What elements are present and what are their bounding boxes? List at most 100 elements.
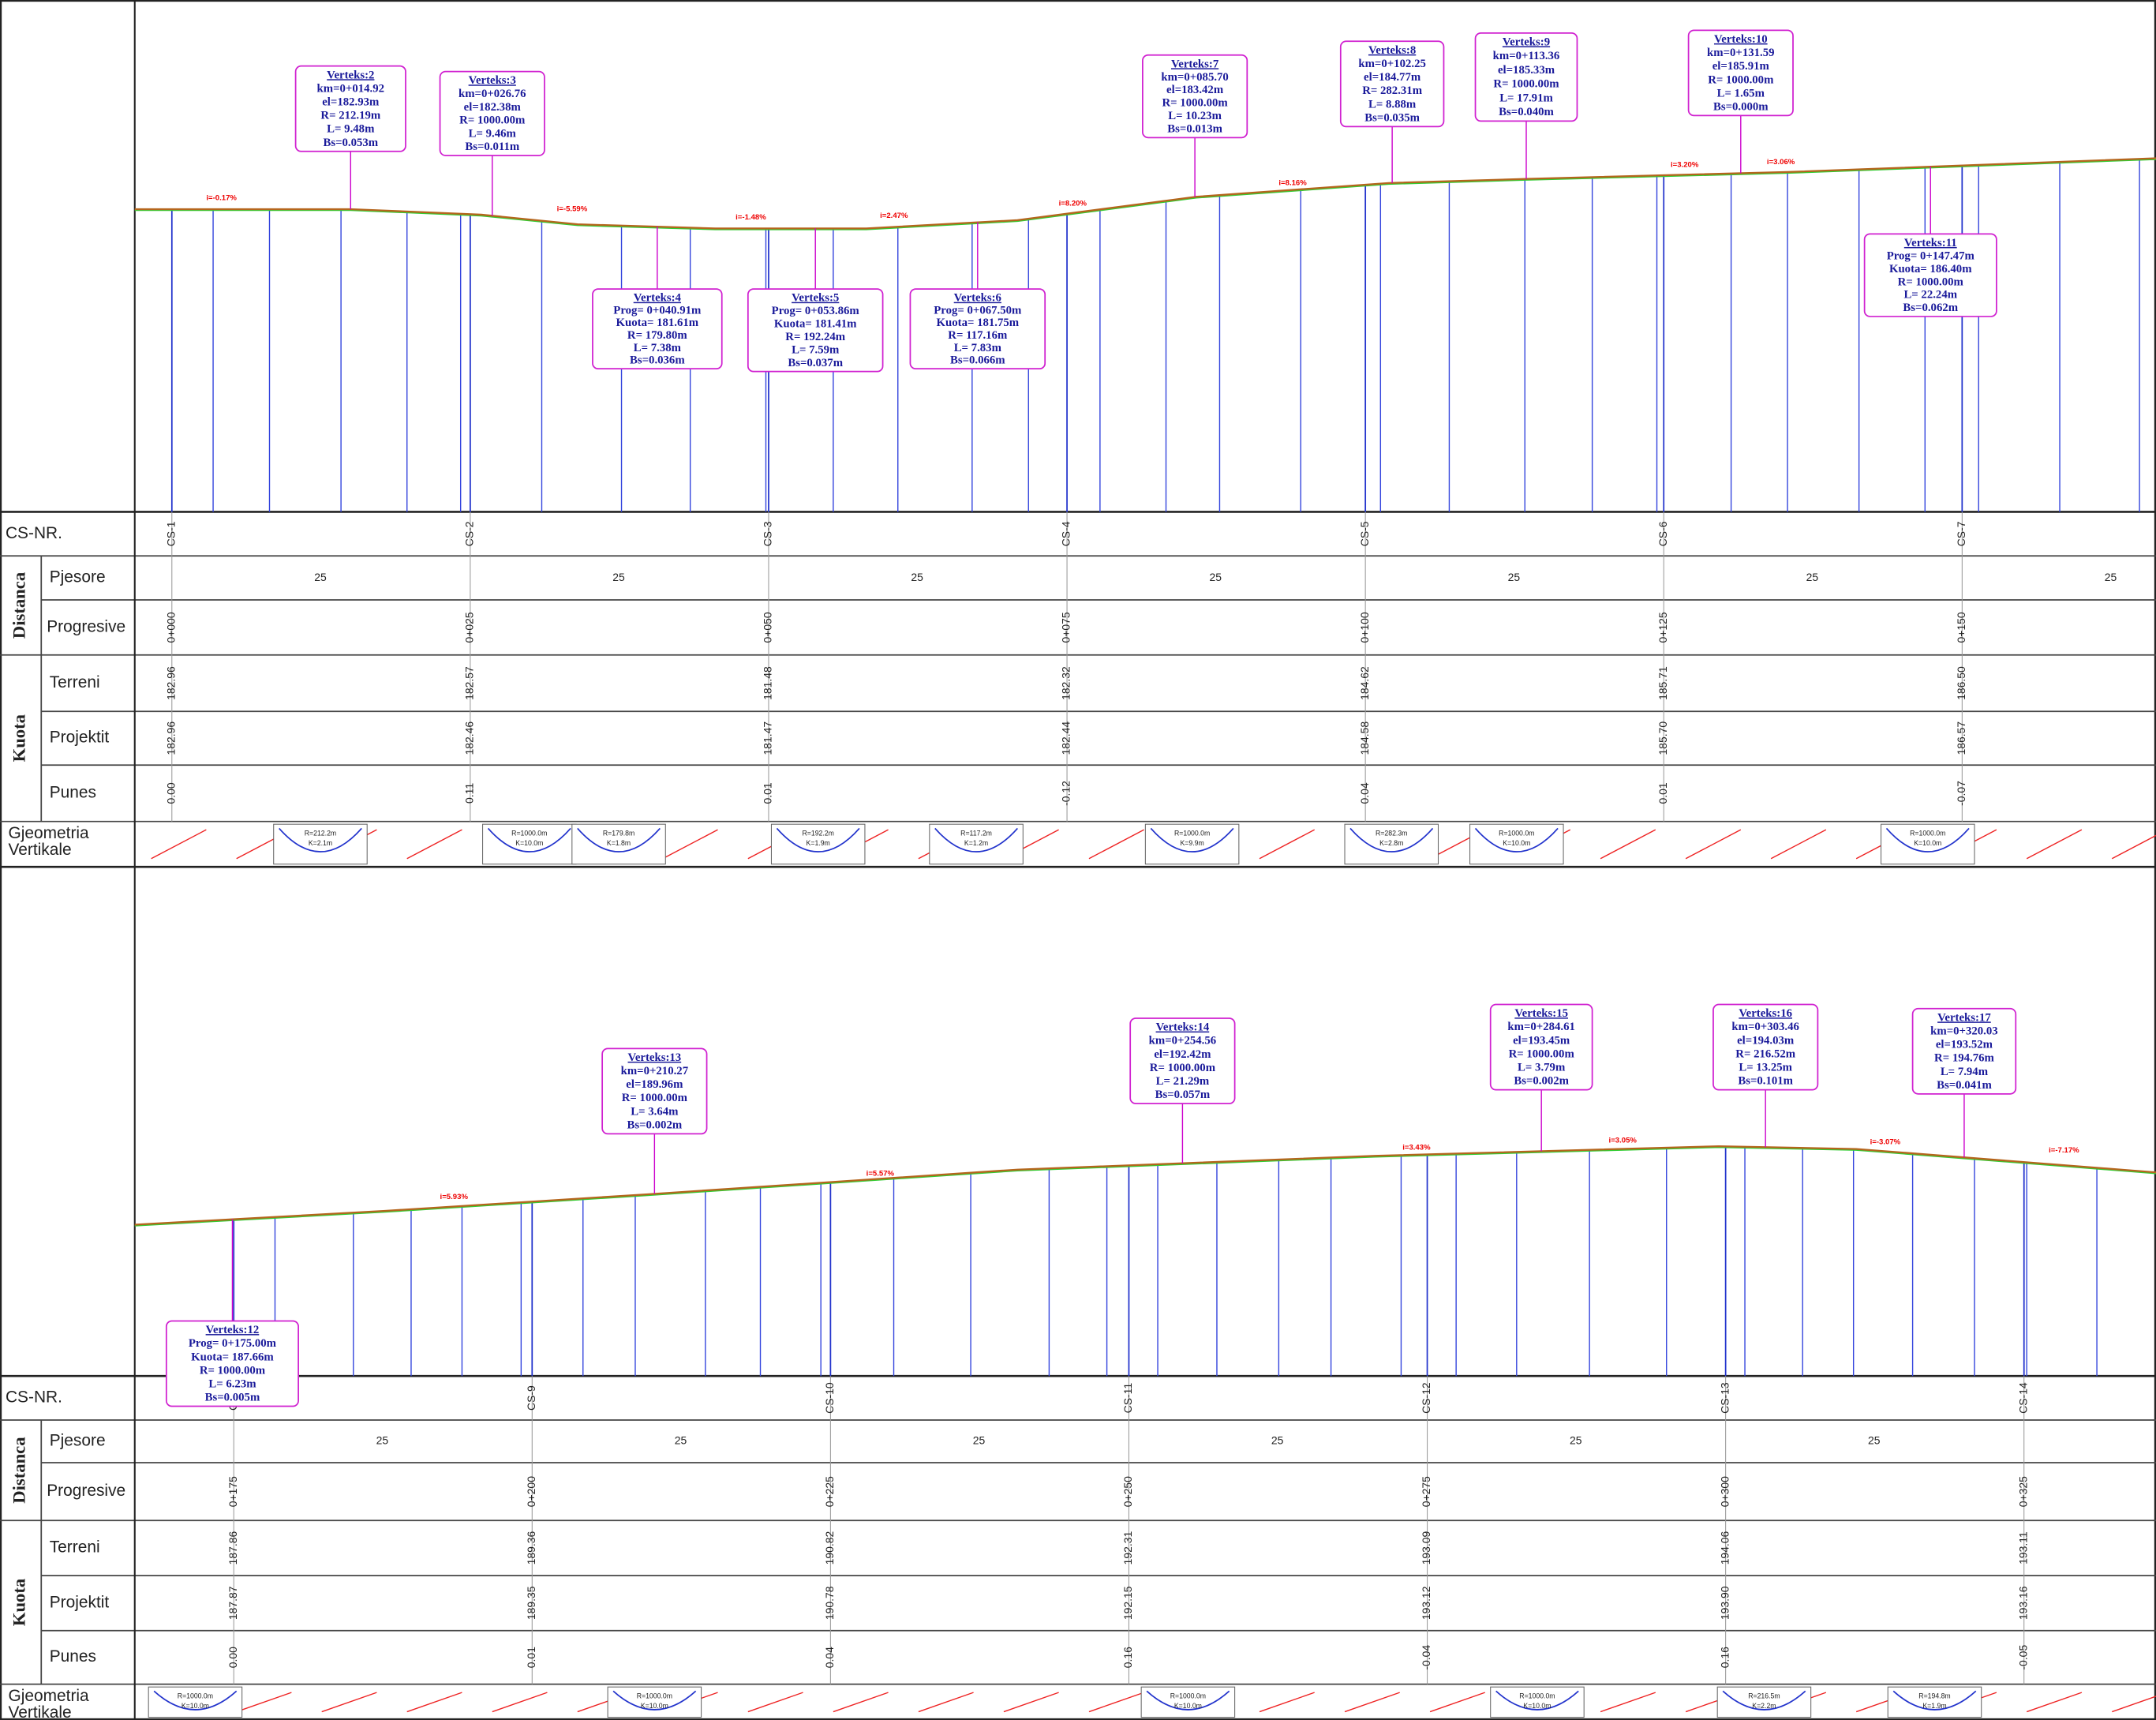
row-label: Vertikale — [8, 1703, 71, 1720]
cs-value: CS-12 — [1420, 1382, 1432, 1414]
geometry-cell — [1490, 1686, 1585, 1718]
vertex-text: R= 1000.00m — [1708, 73, 1774, 86]
progresive-value: 0+050 — [762, 612, 774, 643]
projektit-value: 185.70 — [1656, 721, 1669, 755]
vertex-text: km=0+102.25 — [1358, 58, 1425, 70]
design-line — [134, 157, 2156, 230]
vertex-box — [747, 288, 884, 373]
row-label: Kuota — [9, 1579, 28, 1626]
curve-arc — [1722, 1690, 1806, 1711]
grade-label: i=-7.17% — [2049, 1146, 2079, 1155]
vertex-text: km=0+026.76 — [459, 88, 526, 100]
curve-arc — [1495, 1690, 1579, 1711]
punes-value: -0.12 — [1060, 781, 1072, 806]
grade-line — [2112, 1696, 2156, 1713]
geometry-text: R=179.8m — [603, 830, 634, 838]
punes-value: -0.07 — [1955, 781, 1967, 806]
vertex-text: el=182.38m — [464, 101, 522, 114]
terreni-value: 189.36 — [525, 1531, 537, 1565]
geometry-cell — [1881, 823, 1975, 865]
vertex-text: Verteks:11 — [1904, 237, 1957, 249]
vertex-text: R= 1000.00m — [1493, 78, 1559, 91]
geometry-text: R=1000.0m — [1519, 1692, 1555, 1700]
vertex-text: R= 216.52m — [1735, 1047, 1795, 1060]
punes-value: -0.04 — [1420, 1645, 1432, 1670]
vertex-text: km=0+085.70 — [1161, 71, 1228, 84]
row-label: Punes — [50, 1647, 96, 1666]
grade-label: i=-0.17% — [206, 194, 237, 203]
punes-value: 0.11 — [463, 783, 476, 804]
projektit-value: 189.35 — [525, 1586, 537, 1620]
vertex-text: Bs=0.037m — [788, 357, 843, 369]
terreni-value: 193.11 — [2016, 1531, 2029, 1564]
vertex-text: Verteks:9 — [1503, 36, 1550, 48]
curve-arc — [279, 827, 362, 853]
cs-value: CS-9 — [525, 1385, 537, 1411]
row-label: CS-NR. — [6, 1388, 62, 1407]
vertex-text: km=0+284.61 — [1507, 1021, 1574, 1033]
curve-arc — [1474, 827, 1559, 853]
row-label: Progresive — [47, 617, 125, 635]
progresive-value: 0+100 — [1358, 612, 1371, 643]
vertex-box — [592, 288, 723, 370]
projektit-value: 184.58 — [1358, 721, 1371, 755]
vertex-text: Bs=0.011m — [465, 141, 520, 153]
punes-value: 0.16 — [1718, 1647, 1731, 1668]
geometry-text: K=1.9m — [1922, 1702, 1946, 1710]
vertex-text: Bs=0.041m — [1937, 1079, 1992, 1092]
pjesore-value: 25 — [612, 571, 625, 583]
grade-line — [406, 1692, 462, 1713]
vertex-text: L= 7.94m — [1941, 1066, 1989, 1078]
grade-line — [1259, 829, 1316, 860]
vertex-box — [1863, 233, 1997, 317]
vertex-text: R= 212.19m — [320, 110, 380, 122]
geometry-cell — [1140, 1686, 1236, 1718]
row-label: Projektit — [50, 1593, 110, 1611]
curve-arc — [1150, 827, 1234, 853]
geometry-cell — [929, 823, 1024, 865]
geometry-text: R=216.5m — [1748, 1692, 1780, 1700]
punes-value: 0.04 — [1358, 782, 1371, 804]
grade-line — [1685, 829, 1742, 860]
curve-arc — [487, 827, 571, 853]
grade-line — [1600, 829, 1656, 860]
terreni-value: 182.32 — [1060, 666, 1072, 700]
terreni-value: 194.06 — [1718, 1531, 1731, 1565]
vertex-box — [1712, 1003, 1819, 1091]
vertex-text: L= 1.65m — [1717, 87, 1765, 99]
geometry-cell — [770, 823, 866, 865]
vertex-text: el=189.96m — [626, 1078, 683, 1091]
progresive-value: 0+000 — [164, 612, 177, 643]
grade-line — [833, 1692, 889, 1713]
vertex-text: R= 117.16m — [948, 329, 1008, 342]
cs-value: CS-7 — [1955, 521, 1967, 546]
cs-value: CS-5 — [1358, 521, 1371, 546]
cs-value: CS-13 — [1718, 1382, 1731, 1414]
row-label: Progresive — [47, 1482, 125, 1500]
geometry-cell — [273, 823, 368, 865]
geometry-text: R=1000.0m — [178, 1692, 213, 1700]
vertex-text: Prog= 0+040.91m — [613, 304, 702, 317]
row-label: Terreni — [50, 1538, 100, 1557]
vertex-text: Kuota= 181.61m — [616, 317, 699, 329]
vertex-text: Verteks:12 — [206, 1324, 260, 1336]
grade-line — [151, 829, 207, 860]
pjesore-value: 25 — [973, 1434, 986, 1447]
vertex-text: Verteks:14 — [1156, 1021, 1210, 1034]
projektit-value: 186.57 — [1955, 721, 1967, 755]
vertex-text: Bs=0.002m — [627, 1119, 683, 1131]
vertex-box — [1489, 1003, 1593, 1091]
curve-arc — [577, 827, 661, 853]
grade-line — [2111, 834, 2156, 860]
vertex-text: L= 7.59m — [792, 343, 840, 356]
pjesore-value: 25 — [1271, 1434, 1284, 1447]
vertex-text: R= 1000.00m — [200, 1364, 266, 1377]
vertex-text: Verteks:16 — [1739, 1007, 1792, 1020]
cs-value: CS-1 — [164, 521, 177, 546]
grade-line — [1088, 1692, 1144, 1713]
vertex-text: Verteks:13 — [628, 1051, 682, 1064]
vertex-text: km=0+210.27 — [621, 1065, 689, 1077]
vertex-text: Verteks:4 — [634, 292, 682, 305]
curve-arc — [153, 1690, 238, 1711]
vertex-text: Bs=0.000m — [1713, 100, 1769, 113]
